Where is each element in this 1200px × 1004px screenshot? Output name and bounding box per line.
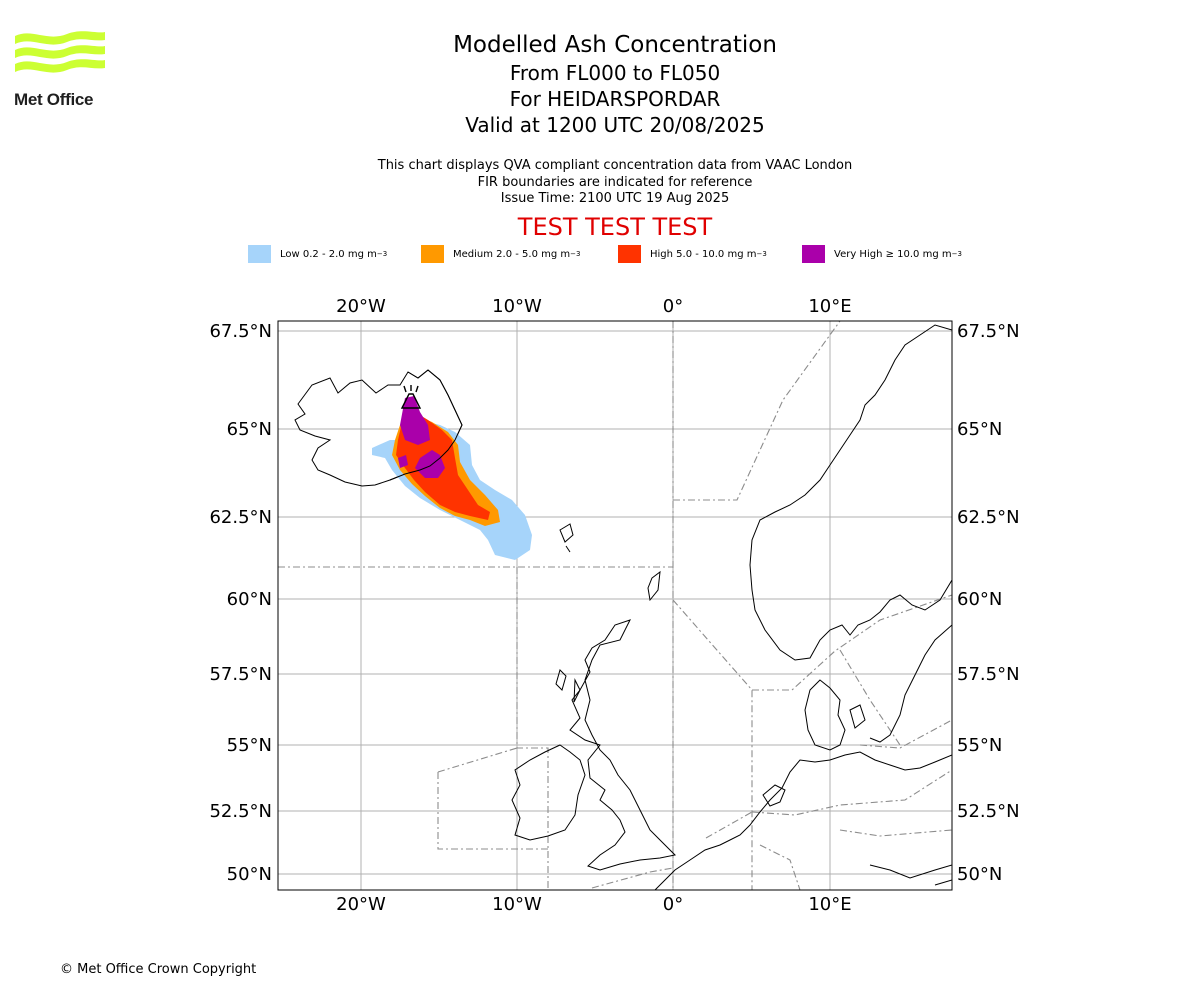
legend-label-medium: Medium 2.0 - 5.0 mg m — [453, 248, 571, 260]
legend-exponent: −3 — [951, 250, 962, 258]
met-office-logo-text: Met Office — [14, 90, 94, 109]
volcano-name: For HEIDARSPORDAR — [509, 87, 721, 111]
lon-label-bottom-10w: 10°W — [492, 894, 542, 915]
lat-label-right-55: 55°N — [957, 735, 1002, 756]
test-banner: TEST TEST TEST — [517, 213, 713, 241]
legend-swatch-very-high — [802, 245, 825, 263]
legend: Low 0.2 - 2.0 mg m −3 Medium 2.0 - 5.0 mg… — [0, 244, 1200, 264]
lat-label-left-55: 55°N — [227, 735, 272, 756]
legend-exponent: −3 — [756, 250, 767, 258]
legend-item-medium: Medium 2.0 - 5.0 mg m −3 — [421, 244, 580, 264]
chart-title: Modelled Ash Concentration — [453, 32, 777, 58]
description-line-1: This chart displays QVA compliant concen… — [377, 158, 853, 173]
lon-label-top-20w: 20°W — [336, 296, 386, 317]
legend-swatch-medium — [421, 245, 444, 263]
flight-levels: From FL000 to FL050 — [509, 61, 721, 85]
legend-exponent: −3 — [376, 250, 388, 258]
lat-label-right-50: 50°N — [957, 864, 1002, 885]
lat-label-left-62-5: 62.5°N — [209, 507, 272, 528]
legend-swatch-high — [618, 245, 641, 263]
lon-label-bottom-0: 0° — [663, 894, 683, 915]
legend-item-very-high: Very High ≥ 10.0 mg m −3 — [802, 244, 962, 264]
legend-exponent: −3 — [570, 250, 581, 258]
lon-label-top-0: 0° — [663, 296, 683, 317]
met-office-logo: Met Office — [12, 28, 112, 112]
lat-label-left-67-5: 67.5°N — [209, 321, 272, 342]
title-block: Modelled Ash Concentration From FL000 to… — [0, 30, 1200, 138]
iceland-coast-overlay — [389, 369, 463, 481]
legend-label-high: High 5.0 - 10.0 mg m — [650, 248, 757, 260]
issue-time: Issue Time: 2100 UTC 19 Aug 2025 — [500, 191, 730, 206]
lon-label-bottom-10e: 10°E — [808, 894, 851, 915]
lat-label-left-65: 65°N — [227, 419, 272, 440]
legend-swatch-low — [248, 245, 271, 263]
lat-label-right-60: 60°N — [957, 589, 1002, 610]
lat-label-left-50: 50°N — [227, 864, 272, 885]
legend-label-very-high: Very High ≥ 10.0 mg m — [834, 248, 952, 260]
lat-label-right-62-5: 62.5°N — [957, 507, 1020, 528]
description-line-2: FIR boundaries are indicated for referen… — [477, 174, 753, 190]
description: This chart displays QVA compliant concen… — [0, 158, 1200, 208]
lon-label-top-10w: 10°W — [492, 296, 542, 317]
lon-label-bottom-20w: 20°W — [336, 894, 386, 915]
lat-label-right-57-5: 57.5°N — [957, 664, 1020, 685]
met-office-waves-icon — [15, 31, 105, 73]
lon-label-top-10e: 10°E — [808, 296, 851, 317]
fir-boundaries — [278, 321, 952, 890]
coastlines — [294, 324, 952, 890]
valid-time: Valid at 1200 UTC 20/08/2025 — [465, 113, 765, 137]
lat-label-right-65: 65°N — [957, 419, 1002, 440]
lat-label-left-52-5: 52.5°N — [209, 801, 272, 822]
lat-label-right-67-5: 67.5°N — [957, 321, 1020, 342]
legend-label-low: Low 0.2 - 2.0 mg m — [280, 248, 377, 260]
volcano-icon — [400, 385, 422, 409]
legend-item-high: High 5.0 - 10.0 mg m −3 — [618, 244, 767, 264]
copyright: © Met Office Crown Copyright — [60, 962, 257, 977]
lat-label-right-52-5: 52.5°N — [957, 801, 1020, 822]
lat-label-left-60: 60°N — [227, 589, 272, 610]
legend-item-low: Low 0.2 - 2.0 mg m −3 — [248, 244, 387, 264]
lat-label-left-57-5: 57.5°N — [209, 664, 272, 685]
map-frame — [277, 320, 953, 891]
